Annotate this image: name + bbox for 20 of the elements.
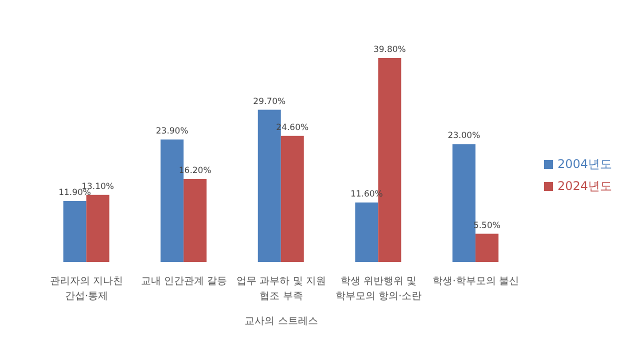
bar (452, 144, 476, 262)
bar (355, 202, 378, 262)
bar (184, 178, 207, 262)
data-label: 11.90% (58, 188, 92, 198)
bar (280, 136, 304, 262)
x-axis-title: 교사의 스트레스 (244, 316, 318, 327)
legend-label: 2024년도 (557, 179, 612, 193)
legend-label: 2004년도 (557, 157, 612, 171)
x-tick-label: 관리자의 지나친 간섭·통제 (50, 276, 124, 302)
x-tick-label: 교내 인간관계 갈등 (140, 276, 228, 287)
data-label: 23.00% (448, 131, 480, 142)
data-label: 39.80% (373, 45, 406, 55)
x-tick-label: 학생 위반행위 및 학부모의 항의·소란 (335, 276, 422, 302)
x-tick-label: 학생·학부모의 불신 (432, 276, 519, 287)
bar (475, 234, 498, 262)
bar (63, 201, 86, 262)
data-label: 23.90% (156, 126, 188, 136)
bar (86, 194, 110, 262)
x-tick-label: 업무 과부하 및 지원 협조 부족 (236, 276, 326, 302)
data-label: 29.70% (253, 96, 286, 107)
